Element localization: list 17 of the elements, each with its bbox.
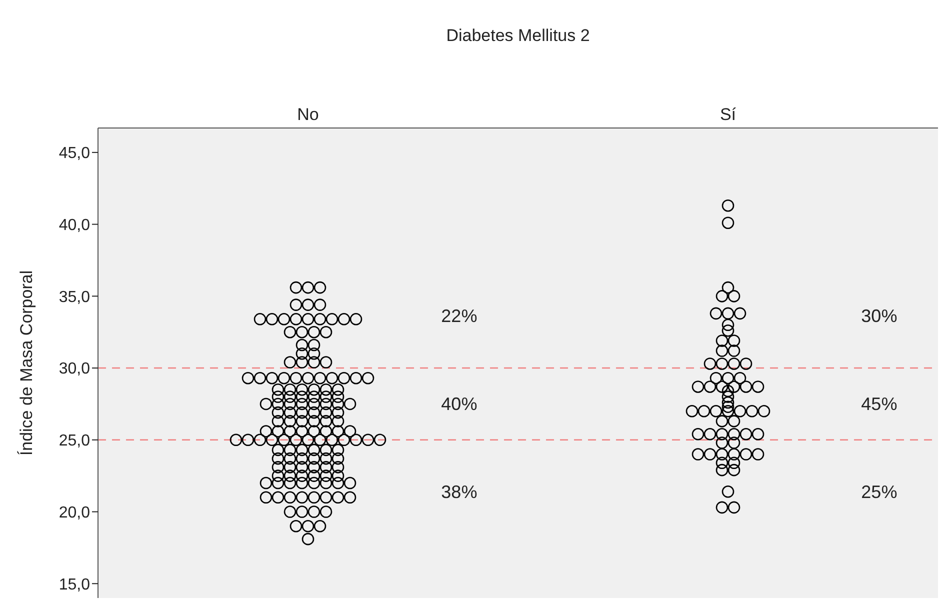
x-tick-label: No [297,105,319,124]
y-tick-label: 35,0 [58,288,90,306]
annotation: 22% [440,305,478,328]
y-axis-title: Índice de Masa Corporal [17,270,36,456]
y-tick-label: 25,0 [58,432,90,450]
x-tick-label: Sí [720,105,736,124]
y-tick-label: 20,0 [58,504,90,522]
annotation: 45% [860,392,898,415]
x-axis-title: Diabetes Mellitus 2 [445,26,591,46]
y-tick-label: 45,0 [58,145,90,162]
annotation: 25% [860,480,898,503]
y-tick-label: 30,0 [58,360,90,378]
annotation: 38% [440,480,478,503]
y-tick-label: 15,0 [58,576,90,594]
y-tick-label: 40,0 [58,216,90,234]
annotation: 40% [440,392,478,415]
annotation: 30% [860,305,898,328]
